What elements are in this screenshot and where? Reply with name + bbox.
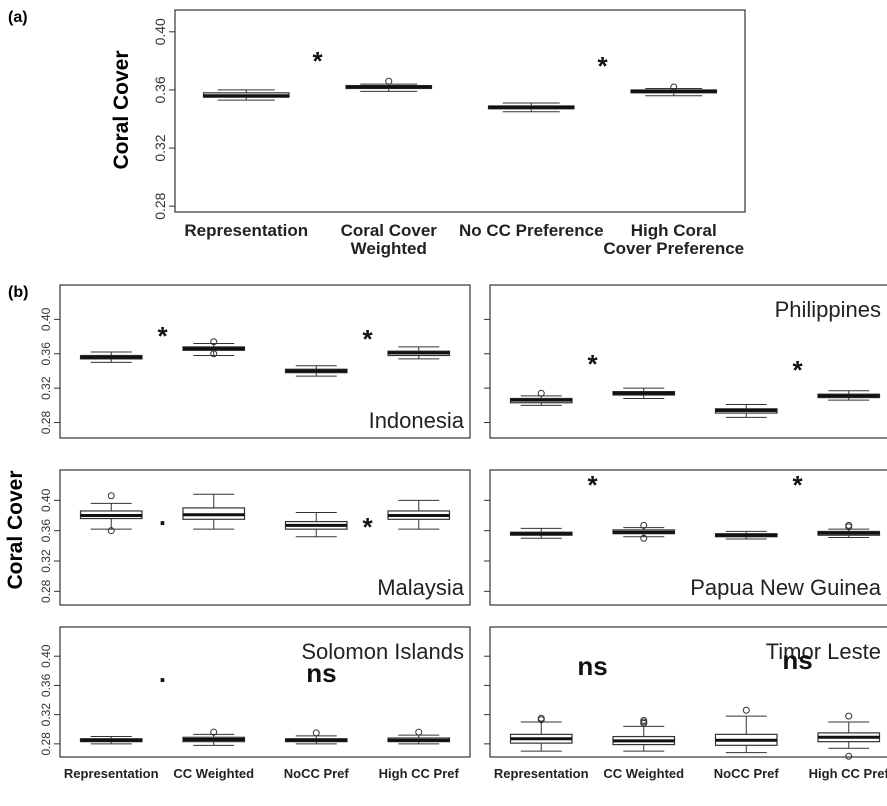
outlier [385, 77, 393, 85]
y-tick-label: 0.40 [39, 644, 53, 668]
outlier [640, 521, 648, 529]
x-tick-label: Coral Cover Weighted [340, 221, 437, 258]
outlier [640, 716, 648, 724]
outlier [537, 714, 545, 722]
x-tick-label: NoCC Pref [713, 766, 779, 781]
y-tick-label: 0.28 [39, 411, 53, 435]
panel-label: (a) [8, 9, 28, 26]
annotation: * [157, 321, 168, 351]
x-tick-label: Representation [63, 766, 159, 781]
annotation: * [597, 51, 608, 81]
x-tick-label: Representation [184, 221, 309, 240]
plot-frame [174, 9, 746, 213]
annotation: * [587, 349, 598, 379]
panel-title: Papua New Guinea [690, 575, 882, 600]
outlier [845, 521, 853, 529]
y-tick-label: 0.40 [39, 307, 53, 331]
plot-frame [59, 469, 471, 606]
panel-label: (b) [8, 284, 28, 301]
y-axis-label: Coral Cover [4, 470, 27, 589]
x-tick-label: No CC Preference [458, 221, 604, 240]
plot-frame [489, 284, 887, 439]
panel-title: Solomon Islands [301, 639, 464, 664]
annotation: * [792, 355, 803, 385]
panel-title: Philippines [775, 297, 881, 322]
y-tick-label: 0.32 [152, 134, 168, 161]
outlier [210, 338, 218, 346]
annotation: ns [782, 645, 812, 675]
y-tick-label: 0.32 [39, 376, 53, 400]
annotation: ns [306, 658, 336, 688]
outlier [210, 728, 218, 736]
x-tick-label: Representation [493, 766, 589, 781]
annotation: * [362, 324, 373, 354]
y-tick-label: 0.32 [39, 703, 53, 727]
annotation: * [792, 470, 803, 500]
outlier [210, 350, 218, 358]
annotation: ns [577, 651, 607, 681]
x-tick-label: CC Weighted [603, 766, 685, 781]
outlier [415, 728, 423, 736]
outlier [107, 492, 115, 500]
annotation: . [159, 501, 166, 531]
plot-frame [489, 626, 887, 758]
y-axis-label: Coral Cover [110, 50, 133, 169]
plot-frame [59, 626, 471, 758]
panel-title: Indonesia [369, 408, 465, 433]
annotation: . [159, 658, 166, 688]
annotation: * [362, 512, 373, 542]
outlier [107, 527, 115, 535]
y-tick-label: 0.28 [39, 579, 53, 603]
y-tick-label: 0.36 [39, 673, 53, 697]
plot-frame [59, 284, 471, 439]
x-tick-label: High CC Pref [808, 766, 887, 781]
x-tick-label: CC Weighted [173, 766, 255, 781]
x-tick-label: NoCC Pref [283, 766, 349, 781]
y-tick-label: 0.40 [152, 18, 168, 45]
outlier [537, 389, 545, 397]
outlier [670, 83, 678, 91]
y-tick-label: 0.36 [39, 519, 53, 543]
annotation: * [587, 470, 598, 500]
y-tick-label: 0.32 [39, 549, 53, 573]
annotation: * [312, 46, 323, 76]
y-tick-label: 0.40 [39, 488, 53, 512]
outlier [845, 712, 853, 720]
plot-frame [489, 469, 887, 606]
x-tick-label: High CC Pref [378, 766, 459, 781]
x-tick-label: High Coral Cover Preference [603, 221, 745, 258]
outlier [312, 729, 320, 737]
y-tick-label: 0.36 [152, 76, 168, 103]
y-tick-label: 0.28 [39, 732, 53, 756]
outlier [640, 534, 648, 542]
panel-title: Timor Leste [766, 639, 881, 664]
panel-title: Malaysia [377, 575, 465, 600]
outlier [742, 706, 750, 714]
y-tick-label: 0.36 [39, 342, 53, 366]
outlier [845, 752, 853, 760]
y-tick-label: 0.28 [152, 192, 168, 219]
